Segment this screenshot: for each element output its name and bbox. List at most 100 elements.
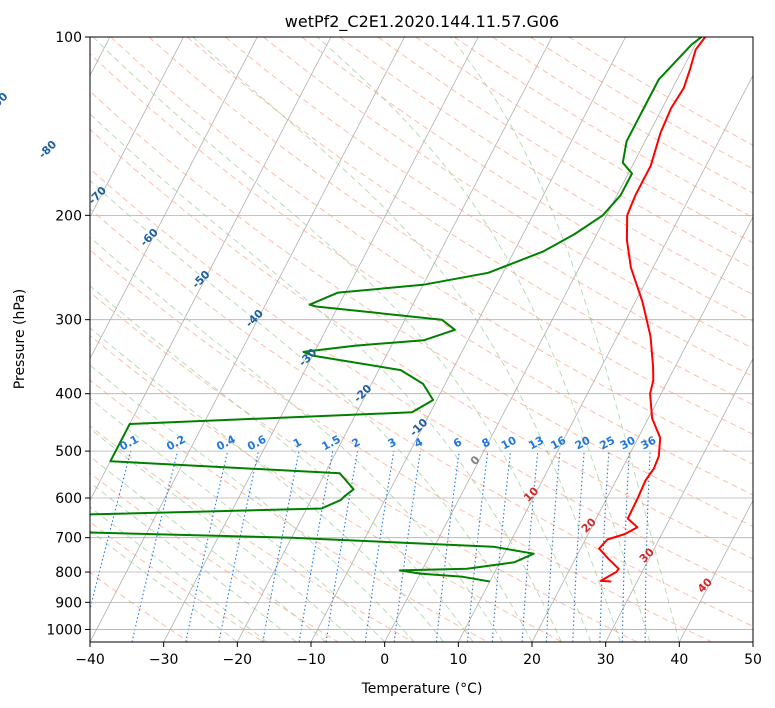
y-axis: 100 200 300 400 500 600 700 800 900 1000 — [46, 30, 90, 638]
mixing-ratio-line — [298, 451, 334, 642]
moist-adiabat — [90, 285, 474, 642]
dry-adiabat — [110, 37, 753, 465]
moist-adiabat — [90, 506, 268, 642]
dry-adiabat — [90, 571, 190, 642]
isotherm-line — [90, 37, 405, 642]
mixing-ratio-label: 3 — [386, 435, 399, 450]
moist-adiabat — [90, 364, 415, 642]
isotherm-line — [310, 37, 626, 642]
mixing-ratio-label: 0.1 — [117, 433, 140, 454]
profile-lines — [90, 37, 706, 583]
x-tick-label: −20 — [223, 652, 253, 668]
y-tick-label: 200 — [55, 208, 82, 224]
mixing-ratio-label: 16 — [549, 434, 569, 453]
mixing-ratio-label: 20 — [573, 434, 593, 453]
mixing-ratio-lines — [90, 450, 651, 642]
dry-adiabat — [90, 291, 638, 642]
dry-adiabat — [415, 37, 753, 244]
isotherm-line — [384, 37, 700, 642]
mixing-ratio-line — [393, 451, 421, 642]
x-tick-label: −10 — [296, 652, 326, 668]
isotherm-line — [678, 499, 753, 642]
mixing-ratio-line — [131, 450, 179, 642]
x-axis: −40 −30 −20 −10 0 10 20 30 40 50 — [75, 642, 762, 668]
dry-adiabat — [90, 425, 414, 642]
dry-adiabat — [90, 249, 712, 642]
moist-adiabat — [92, 37, 592, 642]
y-tick-label: 100 — [55, 30, 82, 46]
dry-adiabat — [186, 37, 753, 406]
mixing-ratio-label: 0.6 — [245, 433, 269, 454]
moist-adiabat — [90, 113, 562, 642]
moist-adiabat — [90, 397, 386, 642]
isotherm-line — [605, 357, 753, 642]
x-tick-label: 0 — [380, 652, 389, 668]
isotherm-line — [457, 74, 753, 642]
dry-adiabat — [90, 168, 753, 593]
mixing-ratio-line — [521, 451, 539, 642]
mixing-ratio-label: 30 — [618, 434, 638, 453]
moist-adiabat — [192, 37, 621, 642]
moist-adiabat — [316, 37, 651, 642]
y-tick-label: 1000 — [46, 622, 82, 638]
dry-adiabat — [90, 52, 753, 496]
mixing-ratio-label: 36 — [639, 434, 659, 453]
mixing-ratio-line — [545, 451, 561, 642]
y-tick-label: 600 — [55, 491, 82, 507]
dry-adiabat — [90, 208, 753, 627]
dry-adiabat — [339, 37, 753, 296]
temperature-profile-line — [598, 37, 706, 583]
y-tick-label: 500 — [55, 444, 82, 460]
isotherm-label: -80 — [36, 138, 59, 161]
moist-adiabat — [90, 427, 356, 642]
isotherm-line — [90, 37, 332, 502]
dry-adiabat — [90, 90, 753, 527]
moist-adiabat — [90, 180, 533, 642]
isotherm-grid — [90, 37, 753, 642]
x-tick-label: 20 — [523, 652, 541, 668]
mixing-ratio-label: 10 — [499, 434, 519, 453]
mixing-ratio-label: 0.2 — [164, 433, 187, 454]
dry-adiabat — [301, 37, 753, 322]
mixing-ratio-label: 25 — [597, 434, 617, 453]
isotherm-label: 0 — [468, 453, 483, 468]
mixing-ratio-label: 13 — [526, 434, 546, 453]
mixing-ratio-label: 0.4 — [214, 433, 238, 454]
mixing-ratio-line — [262, 450, 300, 642]
mixing-ratio-label: 6 — [451, 435, 464, 450]
mixing-ratio-line — [572, 451, 585, 642]
mixing-ratio-line — [185, 450, 229, 642]
y-tick-label: 700 — [55, 531, 82, 547]
y-axis-label: Pressure (hPa) — [12, 289, 28, 389]
mixing-ratio-line — [621, 451, 630, 642]
dry-adiabat — [90, 128, 753, 560]
x-tick-label: 10 — [449, 652, 467, 668]
plot-frame — [89, 36, 754, 643]
mixing-ratio-line — [435, 451, 460, 642]
x-tick-label: 50 — [744, 652, 762, 668]
mixing-ratio-line — [491, 451, 512, 642]
mixing-ratio-label: 4 — [412, 435, 425, 450]
isotherm-line — [236, 37, 553, 642]
isotherm-line — [752, 641, 753, 642]
dry-adiabat-lines — [90, 37, 753, 642]
moist-adiabat — [90, 236, 503, 642]
moist-adiabat — [90, 327, 444, 642]
y-tick-label: 300 — [55, 313, 82, 329]
mixing-ratio-labels: 0.1 0.2 0.4 0.6 1 1.5 2 3 4 6 8 10 13 16 20 25 30 36 — [117, 433, 658, 454]
dry-adiabat — [568, 37, 753, 146]
isotherm-line — [90, 37, 184, 218]
mixing-ratio-label: 1.5 — [320, 433, 343, 454]
chart-title: wetPf2_C2E1.2020.144.11.57.G06 — [285, 12, 559, 32]
dewpoint-profile-line — [90, 37, 703, 583]
moist-adiabat-lines — [90, 37, 680, 642]
x-tick-label: 40 — [670, 652, 688, 668]
dry-adiabat — [90, 472, 339, 642]
mixing-ratio-line — [325, 451, 359, 642]
x-tick-label: −30 — [149, 652, 179, 668]
isotherm-line — [531, 216, 753, 642]
isotherm-line — [90, 37, 258, 360]
x-axis-label: Temperature (°C) — [361, 681, 483, 697]
